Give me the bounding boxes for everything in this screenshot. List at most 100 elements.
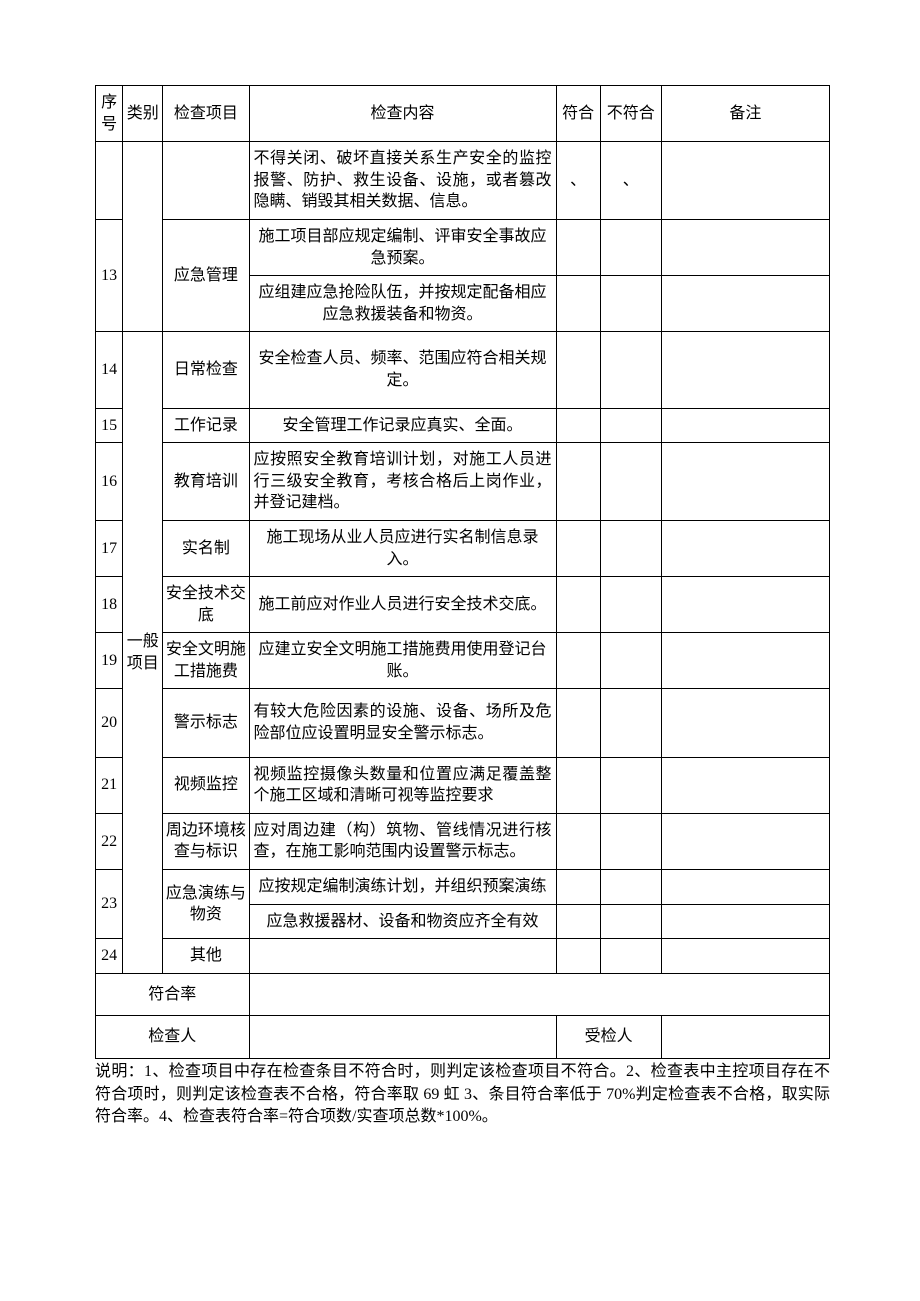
table-header-row: 序号 类别 检查项目 检查内容 符合 不符合 备注 [96,86,830,142]
inspector-label: 检查人 [96,1016,250,1059]
cell-content-14: 安全检查人员、频率、范围应符合相关规定。 [249,332,556,408]
cell-item-23: 应急演练与物资 [163,870,249,939]
cell-item-20: 警示标志 [163,689,249,757]
summary-rate-row: 符合率 [96,973,830,1016]
cell-content-16: 应按照安全教育培训计划，对施工人员进行三级安全教育，考核合格后上岗作业，并登记建… [249,443,556,521]
cell-seq-17: 17 [96,520,123,576]
table-row: 24 其他 [96,939,830,974]
table-row: 16 教育培训 应按照安全教育培训计划，对施工人员进行三级安全教育，考核合格后上… [96,443,830,521]
table-row: 23 应急演练与物资 应按规定编制演练计划，并组织预案演练 [96,870,830,905]
cell-nonconform-21 [600,757,661,813]
table-row: 不得关闭、破坏直接关系生产安全的监控报警、防护、救生设备、设施，或者篡改隐瞒、销… [96,142,830,220]
table-row: 18 安全技术交底 施工前应对作业人员进行安全技术交底。 [96,577,830,633]
cell-seq-19: 19 [96,633,123,689]
cell-content-18: 施工前应对作业人员进行安全技术交底。 [249,577,556,633]
cell-content-22: 应对周边建（构）筑物、管线情况进行核查，在施工影响范围内设置警示标志。 [249,813,556,869]
cell-content-20: 有较大危险因素的设施、设备、场所及危险部位应设置明显安全警示标志。 [249,689,556,757]
cell-conform-13a [556,219,600,275]
inspectee-label: 受检人 [556,1016,661,1059]
hdr-category: 类别 [123,86,163,142]
cell-conform-24 [556,939,600,974]
cell-item-24: 其他 [163,939,249,974]
cell-item-21: 视频监控 [163,757,249,813]
cell-nonconform-12b: 、 [600,142,661,220]
cell-seq-15: 15 [96,408,123,443]
rate-value [249,973,830,1016]
cell-note-19 [661,633,829,689]
cell-conform-16 [556,443,600,521]
cell-seq-23: 23 [96,870,123,939]
cell-item-17: 实名制 [163,520,249,576]
cell-nonconform-16 [600,443,661,521]
cell-note-21 [661,757,829,813]
inspectee-value [661,1016,829,1059]
rate-label: 符合率 [96,973,250,1016]
cell-conform-18 [556,577,600,633]
hdr-content: 检查内容 [249,86,556,142]
cell-conform-23a [556,870,600,905]
cell-nonconform-18 [600,577,661,633]
signature-row: 检查人 受检人 [96,1016,830,1059]
cell-item-18: 安全技术交底 [163,577,249,633]
cell-seq-24: 24 [96,939,123,974]
cell-nonconform-13a [600,219,661,275]
cell-cat-upper [123,142,163,332]
cell-note-18 [661,577,829,633]
hdr-note: 备注 [661,86,829,142]
cell-item-14: 日常检查 [163,332,249,408]
table-row: 20 警示标志 有较大危险因素的设施、设备、场所及危险部位应设置明显安全警示标志… [96,689,830,757]
hdr-item: 检查项目 [163,86,249,142]
cell-conform-21 [556,757,600,813]
cell-conform-22 [556,813,600,869]
cell-content-13d: 应组建应急抢险队伍，并按规定配备相应应急救援装备和物资。 [249,276,556,332]
cell-note-12b [661,142,829,220]
cell-content-19: 应建立安全文明施工措施费用使用登记台账。 [249,633,556,689]
cell-note-24 [661,939,829,974]
cell-conform-12b: 、 [556,142,600,220]
cell-note-17 [661,520,829,576]
cell-note-14 [661,332,829,408]
table-row: 14 一般项目 日常检查 安全检查人员、频率、范围应符合相关规定。 [96,332,830,408]
cell-conform-20 [556,689,600,757]
table-row: 21 视频监控 视频监控摄像头数量和位置应满足覆盖整个施工区域和清晰可视等监控要… [96,757,830,813]
cell-content-15: 安全管理工作记录应真实、全面。 [249,408,556,443]
cell-nonconform-20 [600,689,661,757]
cell-seq-14: 14 [96,332,123,408]
cell-content-21: 视频监控摄像头数量和位置应满足覆盖整个施工区域和清晰可视等监控要求 [249,757,556,813]
cell-note-15 [661,408,829,443]
cell-content-23a: 应按规定编制演练计划，并组织预案演练 [249,870,556,905]
cell-nonconform-13b [600,276,661,332]
cell-conform-13b [556,276,600,332]
cell-note-16 [661,443,829,521]
cell-seq-20: 20 [96,689,123,757]
hdr-seq: 序号 [96,86,123,142]
cell-cat-general: 一般项目 [123,332,163,973]
cell-nonconform-15 [600,408,661,443]
cell-nonconform-14 [600,332,661,408]
cell-seq-22: 22 [96,813,123,869]
inspector-value [249,1016,556,1059]
cell-content-12b: 不得关闭、破坏直接关系生产安全的监控报警、防护、救生设备、设施，或者篡改隐瞒、销… [249,142,556,220]
cell-nonconform-22 [600,813,661,869]
cell-item-19: 安全文明施工措施费 [163,633,249,689]
cell-note-20 [661,689,829,757]
cell-content-17: 施工现场从业人员应进行实名制信息录入。 [249,520,556,576]
cell-nonconform-19 [600,633,661,689]
cell-content-13c: 施工项目部应规定编制、评审安全事故应急预案。 [249,219,556,275]
cell-conform-19 [556,633,600,689]
cell-note-13a [661,219,829,275]
cell-seq-21: 21 [96,757,123,813]
hdr-conform: 符合 [556,86,600,142]
table-row: 17 实名制 施工现场从业人员应进行实名制信息录入。 [96,520,830,576]
table-row: 15 工作记录 安全管理工作记录应真实、全面。 [96,408,830,443]
cell-seq-16: 16 [96,443,123,521]
table-row: 19 安全文明施工措施费 应建立安全文明施工措施费用使用登记台账。 [96,633,830,689]
cell-nonconform-23b [600,904,661,939]
cell-content-24 [249,939,556,974]
cell-note-23a [661,870,829,905]
table-row: 13 应急管理 施工项目部应规定编制、评审安全事故应急预案。 [96,219,830,275]
cell-item-15: 工作记录 [163,408,249,443]
hdr-nonconform: 不符合 [600,86,661,142]
cell-note-13b [661,276,829,332]
cell-conform-15 [556,408,600,443]
